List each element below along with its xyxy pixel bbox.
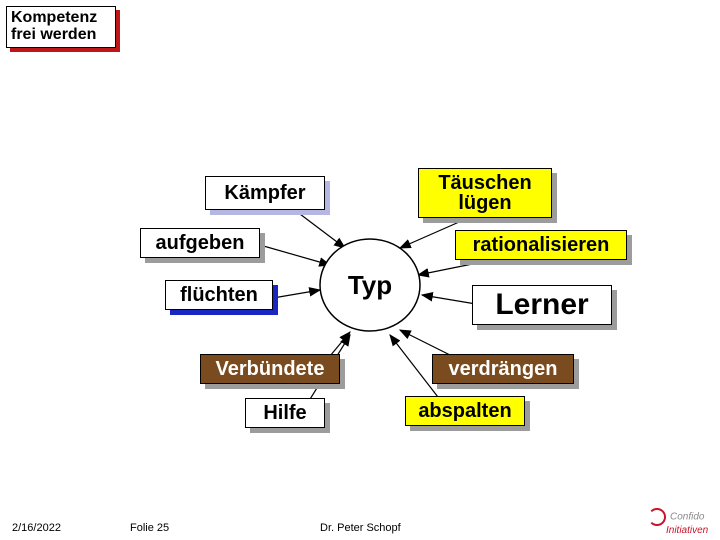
center-label: Typ <box>320 265 420 305</box>
footer-logo: Confido Initiativen <box>648 508 708 536</box>
slide-stage: Kompetenz frei werden Typ Kämpfer Täuschen … <box>0 0 720 540</box>
logo-text: Confido <box>670 512 704 523</box>
verbuendete-box: Verbündete <box>200 354 340 384</box>
logo-icon <box>648 508 666 526</box>
rationalisieren-box: rationalisieren <box>455 230 627 260</box>
footer-folie: Folie 25 <box>130 522 169 534</box>
footer-date: 2/16/2022 <box>12 522 61 534</box>
verdraengen-box: verdrängen <box>432 354 574 384</box>
footer-author: Dr. Peter Schopf <box>320 522 401 534</box>
title-box: Kompetenz frei werden <box>6 6 116 48</box>
arrow-fluechten <box>273 290 320 298</box>
hilfe-box: Hilfe <box>245 398 325 428</box>
abspalten-box: abspalten <box>405 396 525 426</box>
logo-sub: Initiativen <box>666 525 708 536</box>
aufgeben-box: aufgeben <box>140 228 260 258</box>
lerner-box: Lerner <box>472 285 612 325</box>
arrow-aufgeben <box>260 245 330 265</box>
fluechten-box: flüchten <box>165 280 273 310</box>
kaempfer-box: Kämpfer <box>205 176 325 210</box>
taeuschen-box: Täuschen lügen <box>418 168 552 218</box>
